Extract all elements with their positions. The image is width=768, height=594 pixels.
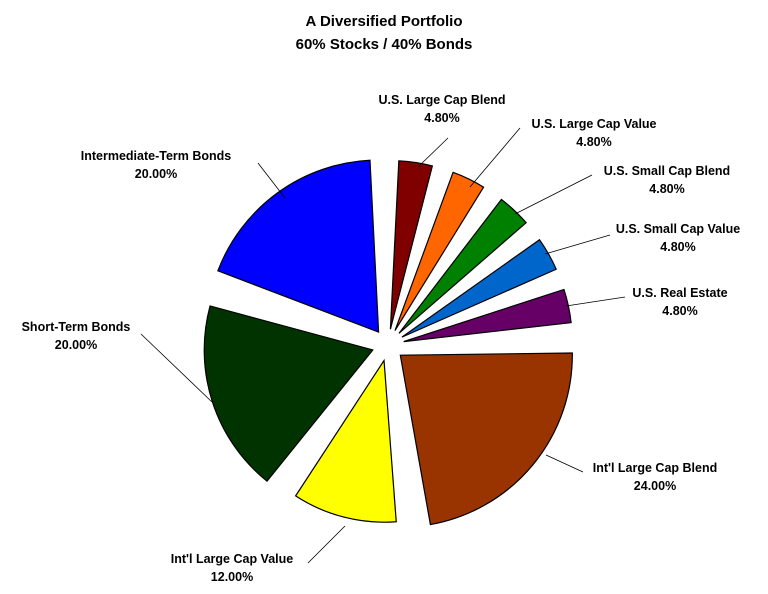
slice-label-value-6: 24.00% <box>634 479 676 493</box>
slice-labels: U.S. Large Cap Blend 4.80% U.S. Large Cap … <box>22 93 741 584</box>
leader-line-4 <box>544 234 611 255</box>
leader-line-9 <box>257 162 286 199</box>
leader-line-7 <box>307 525 346 564</box>
slice-label-name-5: U.S. Real Estate <box>632 286 727 300</box>
pie-slice-3 <box>398 198 527 334</box>
pie-slice-8 <box>203 305 374 483</box>
slice-label-name-8: Short-Term Bonds <box>22 320 131 334</box>
chart-subtitle: 60% Stocks / 40% Bonds <box>296 36 473 53</box>
pie-slice-4 <box>401 238 558 338</box>
slice-label-value-3: 4.80% <box>649 182 684 196</box>
slice-label-value-2: 4.80% <box>576 135 611 149</box>
leader-lines <box>140 127 626 564</box>
pie-slices <box>203 159 573 526</box>
slice-label-name-2: U.S. Large Cap Value <box>531 117 656 131</box>
slice-label-name-4: U.S. Small Cap Value <box>616 222 740 236</box>
leader-line-8 <box>140 333 213 403</box>
slice-label-value-4: 4.80% <box>660 240 695 254</box>
slice-label-name-6: Int'l Large Cap Blend <box>593 461 718 475</box>
pie-slice-1 <box>389 160 434 330</box>
pie-slice-7 <box>294 358 397 523</box>
pie-slice-2 <box>394 171 485 331</box>
slice-label-name-7: Int'l Large Cap Value <box>171 552 293 566</box>
slice-label-value-7: 12.00% <box>211 570 253 584</box>
pie-slice-9 <box>217 159 380 333</box>
slice-label-name-3: U.S. Small Cap Blend <box>604 164 730 178</box>
leader-line-3 <box>514 174 593 215</box>
slice-label-value-8: 20.00% <box>55 338 97 352</box>
slice-label-name-1: U.S. Large Cap Blend <box>378 93 505 107</box>
slice-label-value-9: 20.00% <box>135 167 177 181</box>
leader-line-1 <box>417 137 449 168</box>
pie-slice-6 <box>399 352 573 526</box>
slice-label-value-5: 4.80% <box>662 304 697 318</box>
leader-line-6 <box>545 454 584 473</box>
slice-label-name-9: Intermediate-Term Bonds <box>81 149 232 163</box>
leader-line-2 <box>469 127 521 188</box>
leader-line-5 <box>565 296 626 307</box>
slice-label-value-1: 4.80% <box>424 111 459 125</box>
chart-title: A Diversified Portfolio <box>306 13 463 30</box>
